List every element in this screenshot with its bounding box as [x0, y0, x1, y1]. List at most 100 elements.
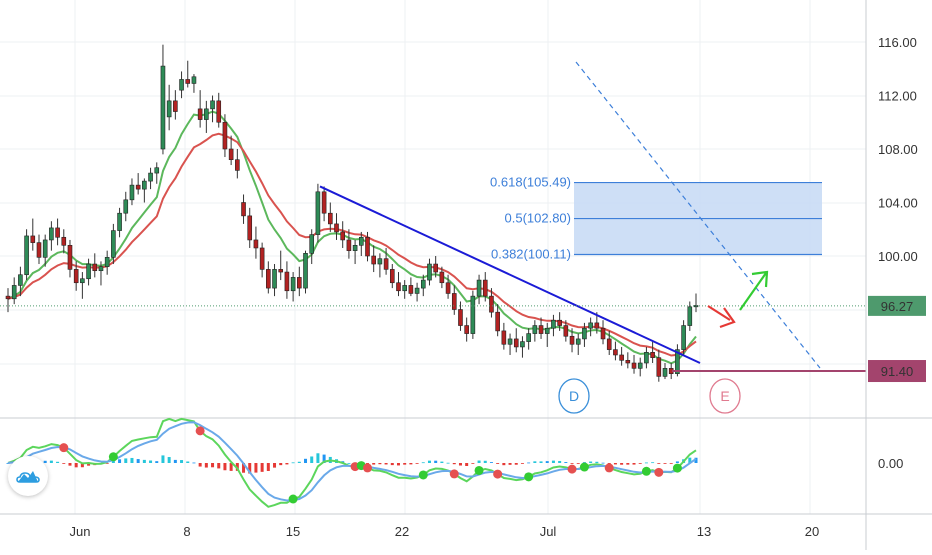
histogram-bar: [520, 463, 524, 464]
candle-body: [346, 239, 352, 251]
histogram-bar: [167, 457, 171, 463]
candle-body: [427, 263, 432, 281]
candle-body: [272, 269, 277, 289]
histogram-bar: [465, 463, 469, 466]
histogram-bar: [508, 463, 512, 465]
candle-body: [303, 253, 308, 289]
candle-body: [321, 191, 327, 214]
candle-body: [420, 279, 426, 289]
histogram-bar: [111, 461, 115, 463]
histogram-bar: [130, 457, 134, 463]
candle-body: [185, 79, 191, 84]
histogram-bar: [384, 463, 388, 465]
histogram-bar: [651, 462, 655, 464]
candle-body: [575, 338, 581, 345]
histogram-bar: [663, 463, 667, 464]
candle-body: [24, 235, 29, 276]
candle-body: [67, 245, 73, 270]
histogram-bar: [514, 463, 518, 465]
histogram-bar: [471, 463, 475, 464]
histogram-bar: [62, 463, 66, 464]
candle-body: [328, 212, 333, 225]
histogram-bar: [155, 461, 159, 463]
last-price-value: 96.27: [881, 299, 914, 314]
price-tick-label: 112.00: [878, 89, 917, 104]
date-tick-label: 20: [805, 524, 819, 539]
candle-body: [73, 269, 79, 284]
candle-body: [625, 360, 631, 364]
candle-body: [644, 351, 649, 364]
candle-body: [526, 333, 531, 342]
histogram-bar: [595, 461, 599, 463]
candle-body: [637, 362, 643, 369]
price-tick-label: 116.00: [878, 35, 917, 50]
histogram-bar: [421, 462, 425, 464]
histogram-bar: [161, 455, 165, 463]
candle-body: [191, 76, 197, 84]
candle-body: [606, 338, 612, 350]
histogram-bar: [415, 463, 419, 464]
cross-dot: [418, 470, 428, 480]
histogram-bar: [235, 463, 239, 471]
histogram-bar: [105, 463, 109, 464]
candle-body: [451, 293, 457, 310]
candle-body: [365, 236, 370, 257]
histogram-bar: [149, 460, 153, 463]
price-tick-label: 104.00: [878, 196, 918, 211]
candle-body: [92, 263, 98, 272]
candle-body: [569, 335, 575, 345]
candle-body: [166, 100, 172, 118]
candle-body: [36, 242, 42, 258]
candle-body: [687, 306, 693, 326]
histogram-bar: [223, 463, 227, 471]
histogram-bar: [502, 463, 506, 466]
fib-retracement: 0.618(105.49) 0.5(102.80) 0.382(100.11): [490, 175, 822, 262]
candle-body: [117, 212, 122, 231]
histogram-bar: [260, 463, 264, 472]
candle-body: [42, 239, 48, 258]
ma-slow-line: [7, 132, 697, 357]
down-arrow-head: [719, 307, 736, 329]
histogram-bar: [620, 463, 624, 465]
candle-body: [563, 325, 569, 337]
histogram-bar: [390, 463, 394, 466]
histogram-bar: [322, 454, 326, 463]
cross-dot: [604, 463, 614, 473]
histogram-bar: [483, 460, 487, 463]
candle-body: [458, 309, 463, 326]
histogram-bar: [279, 463, 283, 466]
histogram-bar: [632, 463, 636, 465]
candle-body: [619, 354, 624, 361]
histogram-bar: [186, 461, 190, 463]
cross-dot: [362, 463, 372, 473]
candle-body: [650, 351, 655, 358]
wave-e-label: E: [720, 388, 729, 404]
histogram-bar: [638, 463, 642, 464]
histogram-bar: [545, 461, 549, 463]
histogram-bar: [409, 463, 413, 465]
candle-body: [290, 277, 296, 292]
histogram-bar: [694, 457, 698, 463]
candle-body: [582, 327, 587, 340]
histogram-bar: [310, 456, 314, 463]
candle-body: [297, 277, 302, 289]
candle-body: [340, 231, 346, 241]
candle-body: [61, 236, 67, 246]
cross-dot: [288, 494, 298, 504]
histogram-bar: [136, 459, 140, 463]
histogram-bar: [378, 463, 382, 465]
candle-body: [358, 236, 364, 246]
projection-dashed-line: [575, 61, 821, 369]
tradingview-logo[interactable]: [8, 456, 48, 496]
candle-body: [228, 148, 234, 160]
date-tick-label: 13: [697, 524, 711, 539]
candle-body: [532, 325, 538, 334]
macd-line: [7, 417, 697, 508]
candle-body: [104, 257, 110, 267]
histogram-bar: [576, 463, 580, 464]
histogram-bar: [626, 463, 630, 465]
histogram-bar: [452, 463, 456, 465]
histogram-bar: [527, 462, 531, 464]
histogram-bar: [601, 462, 605, 464]
